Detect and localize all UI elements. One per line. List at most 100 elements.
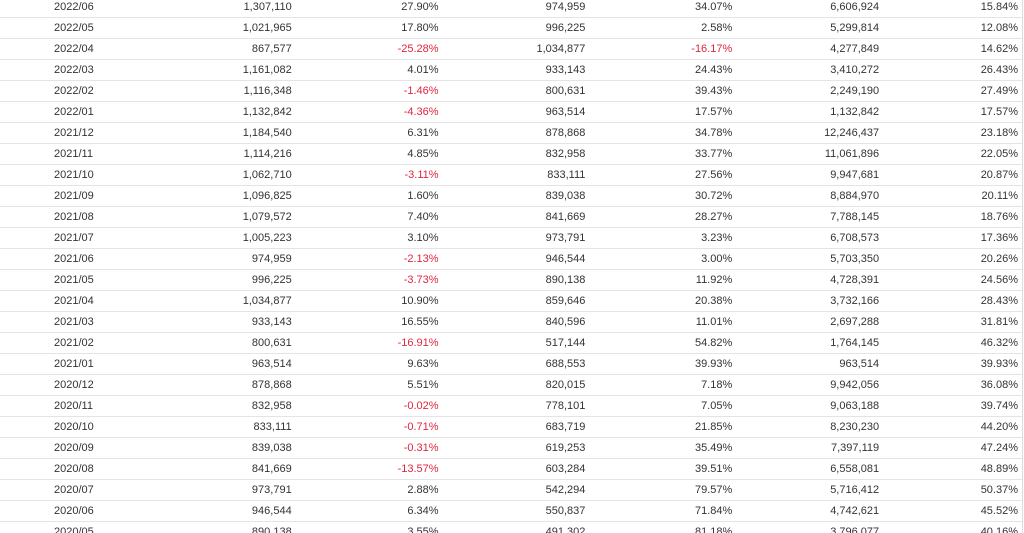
cumulative-revenue-cell: 2,249,190	[732, 80, 880, 102]
revenue-cell: 973,791	[148, 479, 292, 501]
last-year-revenue-cell: 683,719	[438, 416, 586, 438]
revenue-cell: 1,307,110	[148, 0, 292, 18]
cumulative-revenue-cell: 4,728,391	[732, 269, 880, 291]
mom-change-cell: -3.73%	[291, 269, 439, 291]
yoy-change-cell: 34.07%	[585, 0, 733, 18]
mom-change-cell: -0.31%	[291, 437, 439, 459]
table-row: 2021/02 800,631 -16.91% 517,144 54.82% 1,764,…	[0, 332, 1022, 354]
mom-change-cell: -3.11%	[291, 164, 439, 186]
cumulative-yoy-cell: 39.74%	[879, 395, 1022, 417]
month-cell: 2021/06	[0, 248, 149, 270]
last-year-revenue-cell: 550,837	[438, 500, 586, 522]
last-year-revenue-cell: 800,631	[438, 80, 586, 102]
mom-change-cell: -25.28%	[291, 38, 439, 60]
table-row: 2022/03 1,161,082 4.01% 933,143 24.43% 3,410,…	[0, 59, 1022, 81]
month-cell: 2022/03	[0, 59, 149, 81]
month-cell: 2022/04	[0, 38, 149, 60]
revenue-cell: 833,111	[148, 416, 292, 438]
revenue-cell: 933,143	[148, 311, 292, 333]
cumulative-revenue-cell: 7,397,119	[732, 437, 880, 459]
cumulative-revenue-cell: 9,947,681	[732, 164, 880, 186]
table-row: 2020/09 839,038 -0.31% 619,253 35.49% 7,397,1…	[0, 437, 1022, 459]
last-year-revenue-cell: 778,101	[438, 395, 586, 417]
revenue-cell: 1,021,965	[148, 17, 292, 39]
yoy-change-cell: 24.43%	[585, 59, 733, 81]
mom-change-cell: -2.13%	[291, 248, 439, 270]
yoy-change-cell: 35.49%	[585, 437, 733, 459]
last-year-revenue-cell: 973,791	[438, 227, 586, 249]
last-year-revenue-cell: 820,015	[438, 374, 586, 396]
revenue-cell: 867,577	[148, 38, 292, 60]
table-row: 2021/08 1,079,572 7.40% 841,669 28.27% 7,788,…	[0, 206, 1022, 228]
yoy-change-cell: 79.57%	[585, 479, 733, 501]
table-row: 2021/10 1,062,710 -3.11% 833,111 27.56% 9,947…	[0, 164, 1022, 186]
yoy-change-cell: 30.72%	[585, 185, 733, 207]
table-row: 2020/07 973,791 2.88% 542,294 79.57% 5,716,41…	[0, 479, 1022, 501]
mom-change-cell: 10.90%	[291, 290, 439, 312]
cumulative-yoy-cell: 48.89%	[879, 458, 1022, 480]
mom-change-cell: 4.85%	[291, 143, 439, 165]
revenue-cell: 1,132,842	[148, 101, 292, 123]
last-year-revenue-cell: 833,111	[438, 164, 586, 186]
mom-change-cell: 6.31%	[291, 122, 439, 144]
month-cell: 2020/10	[0, 416, 149, 438]
mom-change-cell: -0.02%	[291, 395, 439, 417]
mom-change-cell: 3.10%	[291, 227, 439, 249]
table-row: 2022/04 867,577 -25.28% 1,034,877 -16.17% 4,2…	[0, 38, 1022, 60]
cumulative-yoy-cell: 18.76%	[879, 206, 1022, 228]
cumulative-yoy-cell: 36.08%	[879, 374, 1022, 396]
cumulative-revenue-cell: 12,246,437	[732, 122, 880, 144]
cumulative-revenue-cell: 3,410,272	[732, 59, 880, 81]
revenue-cell: 974,959	[148, 248, 292, 270]
yoy-change-cell: 20.38%	[585, 290, 733, 312]
cumulative-yoy-cell: 31.81%	[879, 311, 1022, 333]
revenue-cell: 1,079,572	[148, 206, 292, 228]
yoy-change-cell: 2.58%	[585, 17, 733, 39]
month-cell: 2021/02	[0, 332, 149, 354]
cumulative-yoy-cell: 45.52%	[879, 500, 1022, 522]
cumulative-revenue-cell: 1,764,145	[732, 332, 880, 354]
last-year-revenue-cell: 1,034,877	[438, 38, 586, 60]
revenue-cell: 878,868	[148, 374, 292, 396]
last-year-revenue-cell: 859,646	[438, 290, 586, 312]
cumulative-revenue-cell: 4,277,849	[732, 38, 880, 60]
yoy-change-cell: 71.84%	[585, 500, 733, 522]
table-row: 2021/07 1,005,223 3.10% 973,791 3.23% 6,708,5…	[0, 227, 1022, 249]
last-year-revenue-cell: 832,958	[438, 143, 586, 165]
cumulative-revenue-cell: 6,708,573	[732, 227, 880, 249]
revenue-cell: 841,669	[148, 458, 292, 480]
revenue-cell: 996,225	[148, 269, 292, 291]
yoy-change-cell: 39.51%	[585, 458, 733, 480]
cumulative-revenue-cell: 2,697,288	[732, 311, 880, 333]
last-year-revenue-cell: 933,143	[438, 59, 586, 81]
revenue-cell: 1,184,540	[148, 122, 292, 144]
last-year-revenue-cell: 619,253	[438, 437, 586, 459]
month-cell: 2020/11	[0, 395, 149, 417]
cumulative-revenue-cell: 6,558,081	[732, 458, 880, 480]
last-year-revenue-cell: 878,868	[438, 122, 586, 144]
month-cell: 2021/05	[0, 269, 149, 291]
table-row: 2020/05 890,138 3.55% 491,302 81.18% 3,796,07…	[0, 521, 1022, 533]
table-row: 2021/12 1,184,540 6.31% 878,868 34.78% 12,246…	[0, 122, 1022, 144]
table-row: 2022/01 1,132,842 -4.36% 963,514 17.57% 1,132…	[0, 101, 1022, 123]
last-year-revenue-cell: 517,144	[438, 332, 586, 354]
month-cell: 2020/07	[0, 479, 149, 501]
yoy-change-cell: 27.56%	[585, 164, 733, 186]
cumulative-yoy-cell: 15.84%	[879, 0, 1022, 18]
table-row: 2021/01 963,514 9.63% 688,553 39.93% 963,514 3…	[0, 353, 1022, 375]
cumulative-yoy-cell: 12.08%	[879, 17, 1022, 39]
yoy-change-cell: 3.23%	[585, 227, 733, 249]
mom-change-cell: 17.80%	[291, 17, 439, 39]
mom-change-cell: -1.46%	[291, 80, 439, 102]
table-row: 2020/06 946,544 6.34% 550,837 71.84% 4,742,62…	[0, 500, 1022, 522]
revenue-cell: 1,005,223	[148, 227, 292, 249]
yoy-change-cell: 39.43%	[585, 80, 733, 102]
month-cell: 2022/05	[0, 17, 149, 39]
mom-change-cell: 1.60%	[291, 185, 439, 207]
month-cell: 2020/05	[0, 521, 149, 533]
month-cell: 2022/02	[0, 80, 149, 102]
table-row: 2021/11 1,114,216 4.85% 832,958 33.77% 11,061…	[0, 143, 1022, 165]
